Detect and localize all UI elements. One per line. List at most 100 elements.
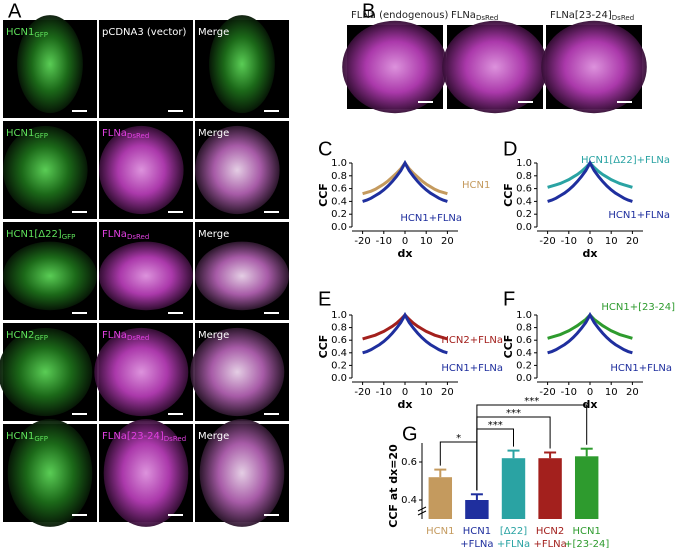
label-text: FLNa [102,128,127,139]
y-tick-label: 0.2 [331,360,347,371]
image-label: Merge [198,330,229,341]
cell [199,419,285,527]
label-text: FLNa[23-24] [550,10,612,21]
series-line [362,159,448,203]
image-label: FLNaDsRed [102,330,149,342]
bar [574,456,599,519]
x-tick-label: 10 [420,387,433,398]
cell [195,241,289,311]
image-label: FLNa (endogenous) [351,10,448,21]
series-label: HCN1+FLNa [608,210,670,221]
y-tick-label: 0.6 [516,184,532,195]
x-tick-label: 10 [605,236,618,247]
series-line [362,160,448,196]
series-label: HCN1+FLNa [610,363,672,374]
y-tick-label: 0.2 [331,209,347,220]
label-text: HCN1 [6,128,34,139]
panel-letter: E [318,288,331,310]
label-text: Merge [198,229,229,240]
y-tick-label: 0.0 [331,222,347,233]
label-subscript: GFP [34,435,48,443]
x-tick-label: 0 [402,236,408,247]
axis-break [417,510,427,516]
series-line [547,159,633,203]
panel-letter: G [402,423,418,445]
x-tick-label: HCN2 [536,526,564,537]
label-subscript: DsRed [127,233,149,241]
y-tick-label: 0.8 [331,323,347,334]
x-tick-label: +FLNa [533,539,566,548]
label-text: Merge [198,128,229,139]
y-tick-label: 0.8 [516,323,532,334]
image-label: HCN1[Δ22]GFP [6,229,75,241]
panel-letter: A [8,0,22,22]
cell [195,125,280,215]
cell [209,15,275,114]
x-tick-label: 20 [626,236,639,247]
image-label: Merge [198,229,229,240]
significance-label: *** [506,408,521,419]
image-label: Merge [198,431,229,442]
label-text: FLNa [451,10,476,21]
image-label: FLNa[23-24]DsRed [550,10,634,22]
cell [3,241,97,311]
label-text: HCN1 [6,27,34,38]
label-subscript: DsRed [127,132,149,140]
cell [103,419,189,527]
series-label: HCN1+FLNa [441,363,503,374]
label-text: Merge [198,330,229,341]
x-axis-label: dx [583,247,598,260]
image-label: FLNaDsRed [102,229,149,241]
series-line [547,160,633,189]
cell [541,20,647,114]
series-line [362,312,448,341]
cell [17,15,83,114]
y-axis-label: CCF [502,335,515,359]
y-tick-label: 1.0 [516,158,532,169]
x-tick-label: -20 [539,387,555,398]
label-text: FLNa[23-24] [102,431,164,442]
series-label: HCN2+FLNa [441,335,503,346]
image-label: HCN1GFP [6,27,48,39]
bar [501,458,526,519]
x-tick-label: HCN1 [573,526,601,537]
image-label: Merge [198,128,229,139]
y-tick-label: 0.4 [331,196,347,207]
y-tick-label: 0.0 [516,373,532,384]
y-tick-label: 0.8 [331,171,347,182]
y-axis-label: CCF [317,335,330,359]
axis-break [417,506,427,512]
x-tick-label: 20 [441,236,454,247]
image-label: HCN1GFP [6,431,48,443]
y-tick-label: 0.4 [331,348,347,359]
y-tick-label: 0.0 [516,222,532,233]
y-tick-label: 0.8 [516,171,532,182]
label-text: FLNa [102,229,127,240]
label-subscript: GFP [34,334,48,342]
cell [99,125,184,215]
label-text: Merge [198,431,229,442]
bar [428,477,453,519]
cell [442,20,548,114]
label-text: HCN1[Δ22] [6,229,62,240]
y-tick-label: 0.2 [516,360,532,371]
panel-letter: D [503,138,517,160]
x-tick-label: 0 [587,236,593,247]
image-label: HCN1GFP [6,128,48,140]
label-subscript: DsRed [476,14,498,22]
label-text: HCN2 [6,330,34,341]
x-tick-label: 20 [441,387,454,398]
significance-bracket [476,404,588,491]
label-text: FLNa (endogenous) [351,10,448,21]
label-subscript: GFP [62,233,76,241]
cell [99,241,193,311]
y-tick-label: 0.4 [516,196,532,207]
label-text: Merge [198,27,229,38]
series-line [362,311,448,355]
cell [94,327,189,417]
x-tick-label: 0 [587,387,593,398]
cell [7,419,93,527]
y-tick-label: 0.0 [331,373,347,384]
image-label: FLNaDsRed [102,128,149,140]
series-label: HCN1 [462,180,490,191]
